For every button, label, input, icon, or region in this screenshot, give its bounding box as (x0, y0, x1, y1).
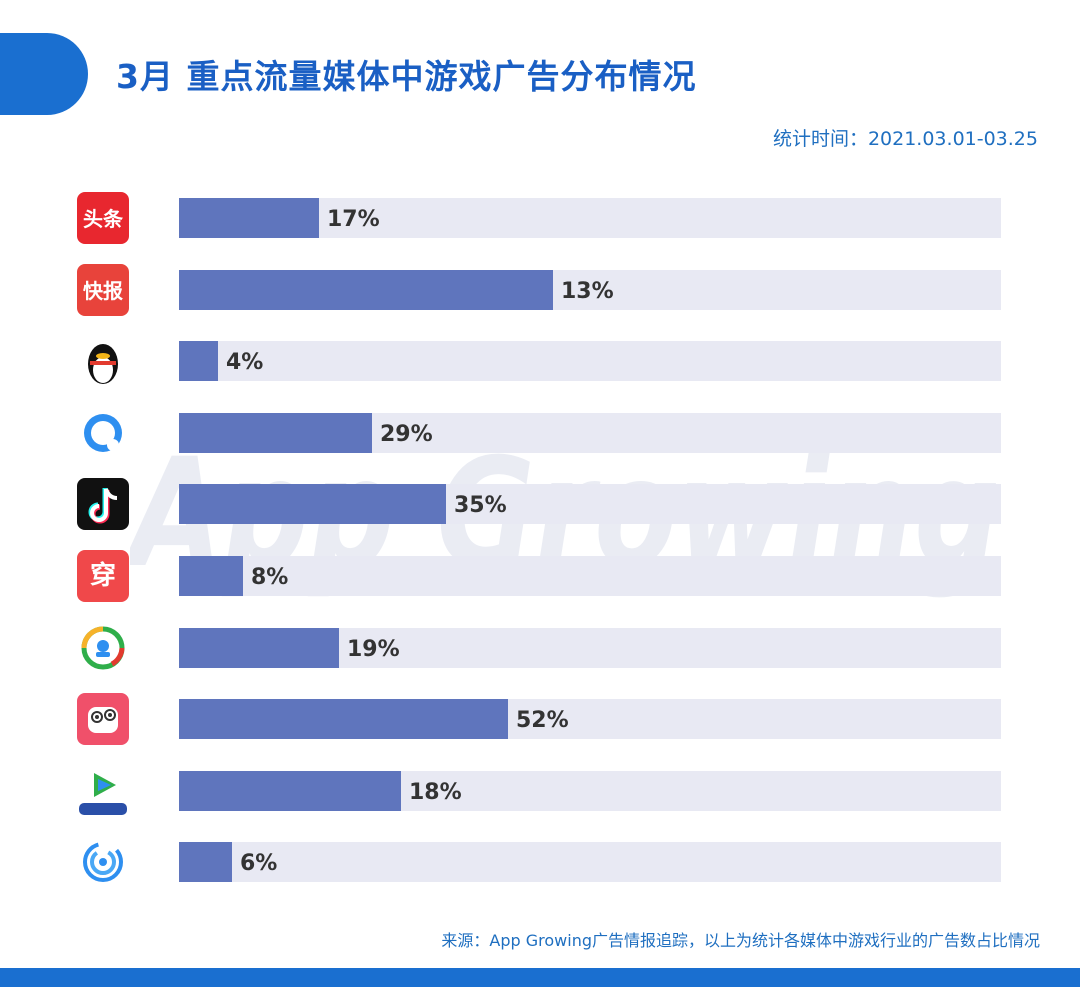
chuanshanjia-icon: 穿山甲穿 (77, 550, 129, 602)
bar-value-label: 13% (561, 279, 614, 304)
source-note: 来源：App Growing广告情报追踪，以上为统计各媒体中游戏行业的广告数占比… (441, 931, 1040, 950)
stat-period: 统计时间：2021.03.01-03.25 (772, 128, 1038, 150)
pipixia-icon: 皮皮虾 (77, 693, 129, 745)
bar (179, 556, 243, 596)
bar (179, 628, 339, 668)
bottom-accent-bar (0, 968, 1080, 987)
bar-row: 头条头条 17% (77, 192, 1001, 244)
douyin-icon: 抖音 (77, 478, 129, 530)
bar (179, 484, 446, 524)
bar-row: 快报快报 13% (77, 264, 1001, 316)
bar-value-label: 52% (516, 708, 569, 733)
bar-value-label: 18% (409, 780, 462, 805)
bar-row: 优量汇 6% (77, 836, 1001, 888)
toutiao-icon: 头条头条 (77, 192, 129, 244)
qq-penguin-icon: QQ (77, 335, 129, 387)
bar-value-label: 4% (226, 350, 263, 375)
bar (179, 842, 232, 882)
kuaibao-icon-glyph: 快报 (83, 279, 123, 303)
toutiao-icon-bg (77, 192, 129, 244)
bar (179, 198, 319, 238)
bar-value-label: 6% (240, 851, 277, 876)
chuanshanjia-icon-bg (77, 550, 129, 602)
bar-row: 腾讯视频 18% (77, 765, 1001, 817)
bar (179, 699, 508, 739)
bar-value-label: 35% (454, 493, 507, 518)
bar-row: 腾讯新闻 19% (77, 622, 1001, 674)
bar (179, 771, 401, 811)
toutiao-icon-glyph: 头条 (83, 207, 124, 231)
title-accent-tab (0, 33, 88, 115)
tencent-news-icon: 腾讯新闻 (77, 622, 129, 674)
youlianghui-icon: 优量汇 (77, 836, 129, 888)
bar-track (179, 341, 1001, 381)
tencent-video-icon: 腾讯视频 (77, 765, 129, 817)
bar (179, 270, 553, 310)
bar-track (179, 556, 1001, 596)
bar-row: 穿山甲穿 8% (77, 550, 1001, 602)
bar (179, 341, 218, 381)
bar-row: QQ浏览器 29% (77, 407, 1001, 459)
kuaibao-icon: 快报快报 (77, 264, 129, 316)
bar-value-label: 19% (347, 637, 400, 662)
qq-browser-icon: QQ浏览器 (77, 407, 129, 459)
bar-track (179, 842, 1001, 882)
chuanshanjia-icon-glyph: 穿 (90, 560, 116, 591)
bar-row: QQ 4% (77, 335, 1001, 387)
bar-value-label: 29% (380, 422, 433, 447)
bar-row: 抖音 35% (77, 478, 1001, 530)
bar (179, 413, 372, 453)
page-title: 3月 重点流量媒体中游戏广告分布情况 (116, 57, 697, 96)
bar-row: 皮皮虾 52% (77, 693, 1001, 745)
bar-value-label: 8% (251, 565, 288, 590)
bar-value-label: 17% (327, 207, 380, 232)
kuaibao-icon-bg (77, 264, 129, 316)
